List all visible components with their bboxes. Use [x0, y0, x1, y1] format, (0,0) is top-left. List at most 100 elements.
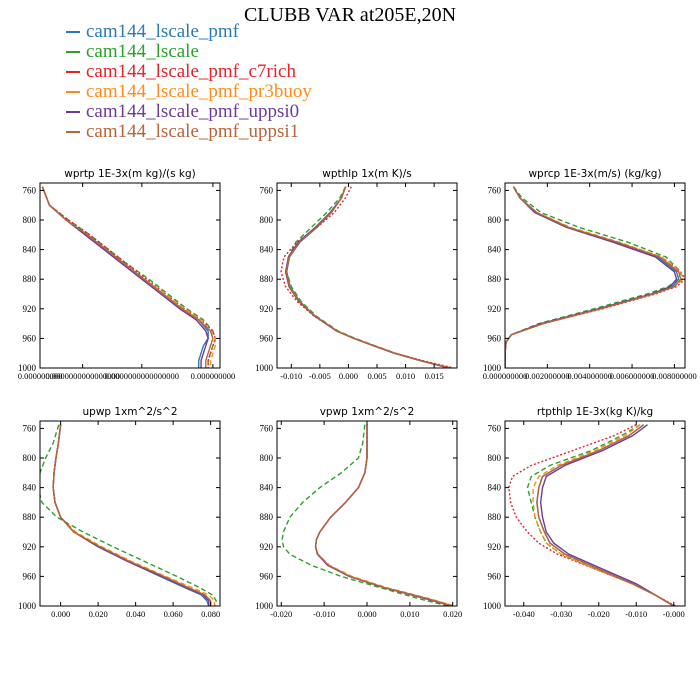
- legend-swatch: [66, 91, 80, 93]
- series-line: [52, 424, 210, 606]
- y-tick-label: 840: [488, 483, 502, 493]
- y-tick-label: 1000: [255, 363, 274, 373]
- series-line: [52, 424, 212, 606]
- legend-swatch: [66, 131, 80, 133]
- y-tick-label: 760: [23, 185, 37, 195]
- legend-label: cam144_lscale: [86, 41, 199, 62]
- x-tick-label: 0.005: [367, 371, 386, 381]
- x-tick-label: -0.040: [513, 609, 535, 619]
- series-line: [285, 186, 451, 368]
- panel-title: upwp 1xm^2/s^2: [83, 406, 178, 418]
- x-tick-label: 0.010: [396, 371, 415, 381]
- series-line: [532, 424, 675, 606]
- x-tick-label: -0.005: [309, 371, 331, 381]
- y-tick-label: 920: [23, 304, 37, 314]
- y-tick-label: 800: [23, 215, 37, 225]
- series-line: [40, 424, 218, 606]
- x-tick-label: -0.020: [588, 609, 610, 619]
- legend-item: cam144_lscale_pmf: [66, 22, 312, 42]
- y-tick-label: 880: [260, 274, 274, 284]
- x-tick-label: 0.020: [89, 609, 108, 619]
- series-line: [285, 186, 452, 368]
- chart-panel: wprtp 1E-3x(m kg)/(s kg) 760 800 840 880 920 9…: [18, 168, 236, 381]
- series-line: [314, 424, 453, 606]
- legend-item: cam144_lscale: [66, 42, 312, 62]
- plot-frame: [504, 182, 686, 369]
- series-line: [52, 424, 212, 606]
- plot-frame: [276, 182, 458, 369]
- series-line: [41, 186, 209, 368]
- legend-swatch: [66, 111, 80, 113]
- x-tick-label: -0.010: [313, 609, 335, 619]
- y-tick-label: 760: [23, 423, 37, 433]
- panel-title: vpwp 1xm^2/s^2: [320, 406, 415, 418]
- figure-title: CLUBB VAR at205E,20N: [243, 4, 457, 26]
- y-tick-label: 1000: [483, 363, 502, 373]
- y-tick-label: 920: [23, 542, 37, 552]
- plot-frame: [39, 420, 221, 607]
- y-tick-label: 760: [260, 185, 274, 195]
- y-tick-label: 800: [488, 453, 502, 463]
- legend-label: cam144_lscale_pmf_pr3buoy: [86, 81, 312, 102]
- chart-panel: wprcp 1E-3x(m/s) (kg/kg) 760 800 840 880 920 9…: [483, 168, 697, 381]
- x-tick-label: 0.006000000: [610, 371, 655, 381]
- y-tick-label: 760: [488, 423, 502, 433]
- x-tick-label: 0.000: [357, 609, 376, 619]
- series-line: [505, 186, 682, 368]
- chart-panel: wpthlp 1x(m K)/s 760 800 840 880 920 960 1000 -0…: [255, 168, 458, 381]
- x-tick-label: 0.008000000: [652, 371, 697, 381]
- legend-swatch: [66, 51, 80, 53]
- series-line: [284, 186, 450, 368]
- y-tick-label: 920: [488, 542, 502, 552]
- legend-swatch: [66, 71, 80, 73]
- y-tick-label: 920: [260, 542, 274, 552]
- series-line: [505, 186, 684, 368]
- legend-label: cam144_lscale_pmf_c7rich: [86, 61, 296, 82]
- y-tick-label: 800: [488, 215, 502, 225]
- legend-label: cam144_lscale_pmf_uppsi0: [86, 101, 300, 122]
- x-tick-label: 0.0000000000000000: [105, 371, 179, 381]
- legend-item: cam144_lscale_pmf_c7rich: [66, 62, 312, 82]
- series-line: [536, 424, 675, 606]
- series-line: [285, 186, 449, 368]
- series-line: [314, 424, 456, 606]
- series-line: [536, 424, 675, 606]
- legend-item: cam144_lscale_pmf_uppsi0: [66, 102, 312, 122]
- series-line: [508, 424, 676, 606]
- panel-title: wpthlp 1x(m K)/s: [322, 168, 412, 180]
- y-tick-label: 840: [260, 245, 274, 255]
- x-tick-label: 0.000000000: [191, 371, 236, 381]
- x-tick-label: 0.000: [51, 609, 70, 619]
- plot-frame: [39, 182, 221, 369]
- y-tick-label: 760: [488, 185, 502, 195]
- x-tick-label: 0.000: [339, 371, 358, 381]
- x-tick-label: 0.0000000000000000: [45, 371, 119, 381]
- y-tick-label: 840: [260, 483, 274, 493]
- series-line: [41, 186, 216, 368]
- y-tick-label: 840: [488, 245, 502, 255]
- series-line: [314, 424, 453, 606]
- x-tick-label: 0.004000000: [567, 371, 612, 381]
- y-tick-label: 960: [488, 333, 502, 343]
- x-tick-label: 0.080: [201, 609, 220, 619]
- y-tick-label: 880: [260, 512, 274, 522]
- series-line: [41, 186, 214, 368]
- y-tick-label: 880: [23, 512, 37, 522]
- y-tick-label: 840: [23, 483, 37, 493]
- chart-panel: rtpthlp 1E-3x(kg K)/kg 760 800 840 880 920 960…: [483, 406, 686, 619]
- legend-item: cam144_lscale_pmf_pr3buoy: [66, 82, 312, 102]
- y-tick-label: 800: [260, 215, 274, 225]
- x-tick-label: 0.002000000: [525, 371, 570, 381]
- series-line: [505, 186, 682, 368]
- series-line: [314, 424, 453, 606]
- panel-title: rtpthlp 1E-3x(kg K)/kg: [537, 406, 653, 418]
- y-tick-label: 1000: [255, 601, 274, 611]
- panel-title: wprcp 1E-3x(m/s) (kg/kg): [528, 168, 661, 180]
- y-tick-label: 800: [260, 453, 274, 463]
- series-line: [52, 424, 210, 606]
- y-tick-label: 840: [23, 245, 37, 255]
- y-tick-label: 800: [23, 453, 37, 463]
- series-line: [505, 186, 680, 368]
- series-line: [41, 186, 209, 368]
